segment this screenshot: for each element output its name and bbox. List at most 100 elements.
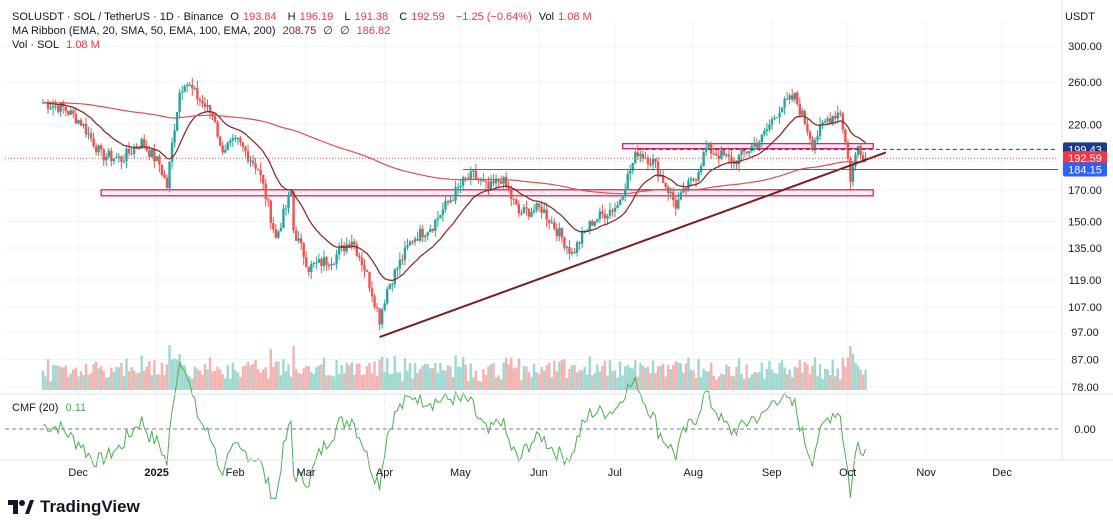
candle-body bbox=[558, 228, 561, 237]
tradingview-brand[interactable]: TradingView bbox=[8, 497, 140, 517]
support-resistance-zones[interactable] bbox=[100, 142, 874, 197]
candle-body bbox=[335, 254, 338, 264]
candle-body bbox=[449, 200, 452, 203]
volume-bar bbox=[773, 372, 776, 390]
volume-bar bbox=[780, 360, 784, 390]
volume-bar bbox=[532, 363, 536, 390]
candle-body bbox=[130, 153, 133, 155]
high-label: H bbox=[287, 11, 296, 23]
candle-body bbox=[639, 154, 642, 157]
candle-body bbox=[532, 210, 536, 213]
candle-body bbox=[89, 133, 93, 139]
volume-bar bbox=[274, 361, 278, 390]
volume-bar bbox=[629, 367, 632, 390]
candle-body bbox=[537, 203, 541, 207]
volume-bar bbox=[497, 375, 500, 390]
volume-bar bbox=[456, 366, 460, 390]
volume-bar bbox=[512, 368, 515, 390]
ma-label[interactable]: MA Ribbon (EMA, 20, SMA, 50, EMA, 100, E… bbox=[12, 25, 276, 37]
volume-bar bbox=[436, 372, 440, 390]
volume-bar bbox=[548, 362, 551, 390]
volume-legend[interactable]: Vol · SOL 1.08 M bbox=[12, 38, 104, 52]
volume-bar bbox=[403, 358, 407, 390]
candle-body bbox=[236, 137, 240, 139]
drawn-lines[interactable] bbox=[5, 148, 1058, 339]
candle-body bbox=[165, 177, 169, 189]
volume-bar bbox=[178, 354, 181, 390]
candle-body bbox=[163, 174, 166, 178]
volume-bar bbox=[92, 363, 95, 390]
candle-body bbox=[203, 103, 207, 108]
vol-value: 1.08 M bbox=[558, 11, 592, 23]
candle-body bbox=[218, 136, 222, 146]
volume-bar bbox=[46, 359, 50, 390]
ma-ribbon bbox=[43, 101, 866, 282]
candle-body bbox=[823, 121, 827, 123]
candle-body bbox=[775, 117, 779, 119]
candle-body bbox=[694, 179, 698, 181]
volume-bar bbox=[747, 377, 751, 390]
candle-body bbox=[553, 222, 556, 229]
volume-bar bbox=[327, 375, 331, 390]
candle-body bbox=[143, 138, 146, 148]
volume-bar bbox=[241, 366, 245, 390]
volume-bar bbox=[208, 357, 212, 390]
volume-bar bbox=[186, 374, 189, 390]
candle-body bbox=[456, 186, 460, 188]
volume-bar bbox=[218, 369, 222, 390]
symbol-legend[interactable]: SOLUSDT · SOL / TetherUS · 1D · Binance … bbox=[12, 10, 600, 24]
volume-bar bbox=[330, 375, 333, 390]
candle-body bbox=[831, 116, 834, 123]
volume-bar bbox=[618, 361, 622, 390]
cmf-zero-label: 0.00 bbox=[1074, 424, 1095, 436]
volume-label[interactable]: Vol · SOL bbox=[12, 39, 60, 51]
volume-bar bbox=[679, 363, 683, 390]
candle-body bbox=[87, 133, 90, 135]
volume-bar bbox=[249, 365, 252, 390]
price-zone bbox=[100, 189, 874, 197]
candle-body bbox=[836, 112, 839, 119]
volume-bar bbox=[616, 377, 619, 390]
cmf-legend[interactable]: CMF (20) 0.11 bbox=[12, 401, 90, 415]
volume-bar bbox=[573, 364, 576, 390]
volume-bar bbox=[315, 367, 318, 390]
candle-body bbox=[740, 149, 743, 155]
volume-bar bbox=[441, 370, 445, 390]
candle-body bbox=[160, 164, 164, 175]
volume-bar bbox=[801, 372, 804, 390]
volume-bar bbox=[461, 356, 465, 390]
trend-line bbox=[379, 151, 887, 339]
volume-bar bbox=[666, 364, 670, 390]
volume-bar bbox=[542, 370, 546, 390]
symbol-title[interactable]: SOLUSDT · SOL / TetherUS · 1D · Binance bbox=[12, 11, 224, 23]
candle-body bbox=[46, 102, 50, 109]
cmf-pane: 0.00 bbox=[5, 360, 1096, 500]
volume-bar bbox=[846, 357, 850, 390]
candle-body bbox=[67, 110, 70, 115]
volume-bar bbox=[277, 361, 280, 390]
volume-bar bbox=[806, 364, 809, 390]
candle-body bbox=[591, 221, 594, 226]
candle-body bbox=[641, 154, 645, 159]
candle-body bbox=[568, 247, 571, 254]
candle-body bbox=[844, 129, 847, 143]
volume-bar bbox=[446, 365, 450, 390]
ma-symbol-1: ∅ bbox=[323, 25, 333, 37]
candle-body bbox=[175, 111, 179, 131]
volume-bar bbox=[828, 375, 832, 390]
candle-body bbox=[107, 150, 110, 157]
volume-bar bbox=[388, 374, 391, 390]
candle-body bbox=[188, 84, 191, 86]
volume-bar bbox=[499, 379, 503, 390]
cmf-label[interactable]: CMF (20) bbox=[12, 402, 59, 414]
ma-legend[interactable]: MA Ribbon (EMA, 20, SMA, 50, EMA, 100, E… bbox=[12, 24, 394, 38]
candle-body bbox=[737, 154, 741, 165]
volume-bars bbox=[41, 345, 867, 390]
candle-body bbox=[59, 102, 62, 112]
volume-bar bbox=[722, 374, 726, 390]
volume-bar bbox=[611, 370, 614, 390]
volume-bar bbox=[720, 373, 723, 390]
volume-bar bbox=[429, 368, 432, 390]
candle-body bbox=[821, 122, 824, 125]
